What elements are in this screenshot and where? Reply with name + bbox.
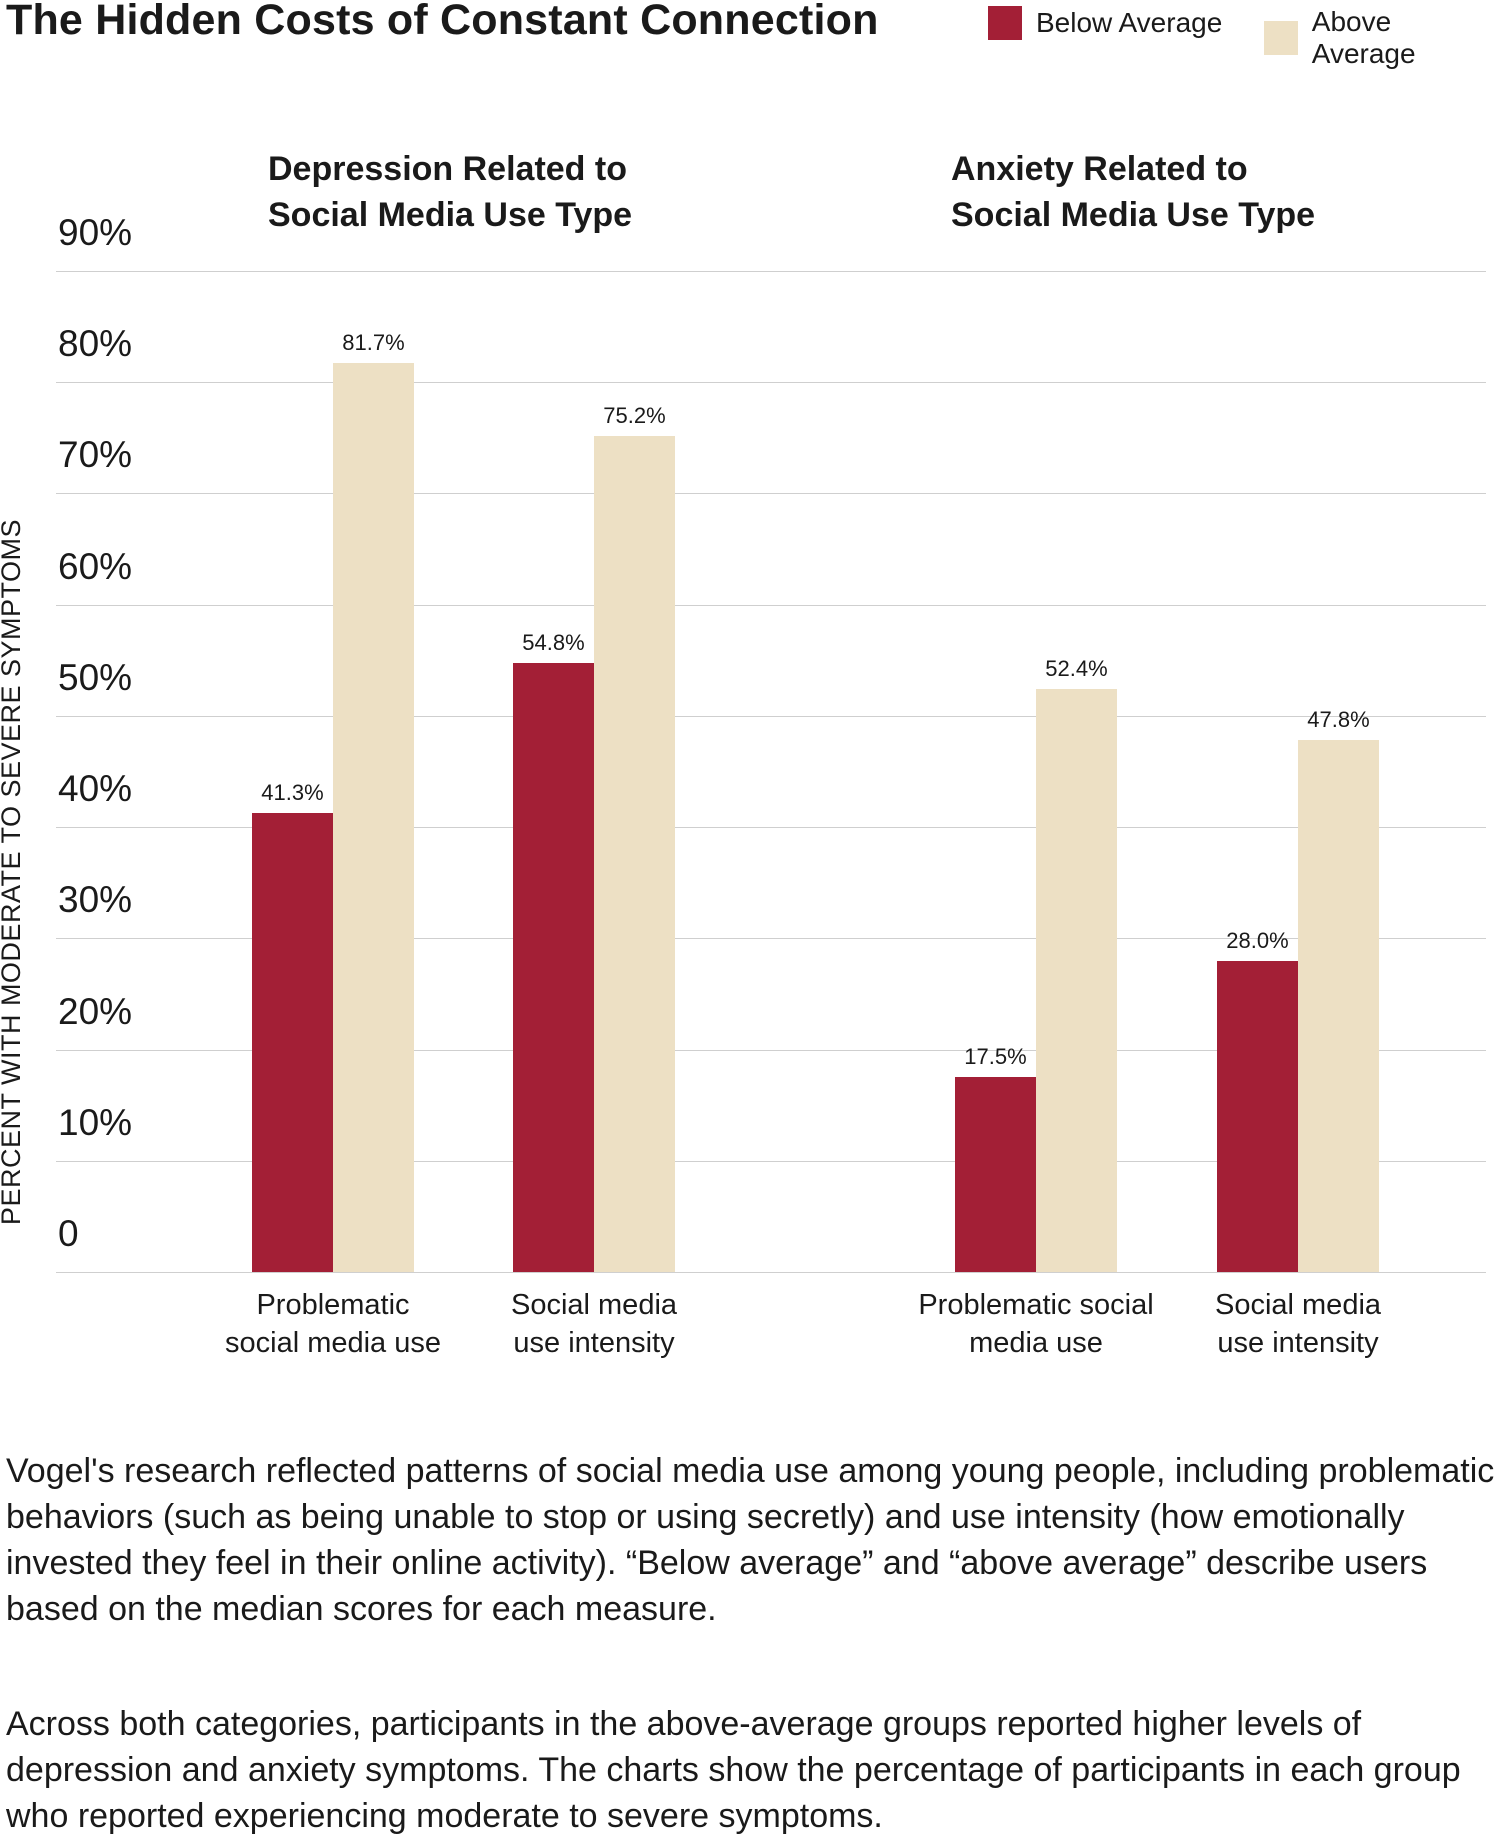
gridline <box>56 1272 1486 1273</box>
y-tick-label: 10% <box>58 1101 133 1143</box>
bar-value-label: 54.8% <box>522 629 585 655</box>
anxiety-title-line2: Social Media Use Type <box>951 196 1316 234</box>
gridline <box>56 493 1486 495</box>
y-tick-label: 90% <box>58 212 133 253</box>
category-label-line2: use intensity <box>1217 1327 1379 1359</box>
y-tick-label: 0 <box>58 1213 79 1254</box>
gridline <box>56 604 1486 606</box>
legend-below: Below Average <box>988 6 1222 40</box>
category-label: Social media use intensity <box>1158 1286 1438 1362</box>
bar-depression-above-1 <box>594 435 675 1272</box>
gridline <box>56 938 1486 940</box>
y-tick-label: 30% <box>58 879 133 921</box>
bar-depression-above-0 <box>333 363 414 1272</box>
bar-depression-below-1 <box>513 662 594 1272</box>
y-tick-label: 80% <box>58 323 133 365</box>
depression-title-line1: Depression Related to <box>268 150 627 188</box>
bar-anxiety-above-1 <box>1298 740 1379 1272</box>
y-axis-label: PERCENT WITH MODERATE TO SEVERE SYMPTOMS <box>0 518 26 1226</box>
gridline <box>56 1049 1486 1051</box>
anxiety-title-line1: Anxiety Related to <box>951 150 1248 188</box>
bar-value-label: 17.5% <box>964 1044 1027 1070</box>
gridline <box>56 271 1486 272</box>
legend-above: Above Average <box>1264 6 1500 70</box>
category-label-line1: Problematic <box>256 1289 410 1321</box>
depression-panel-title: Depression Related to Social Media Use T… <box>268 146 632 238</box>
y-tick-label: 20% <box>58 990 133 1032</box>
category-label-line1: Social media <box>1214 1289 1382 1321</box>
note-paragraph-2: Across both categories, participants in … <box>6 1705 1461 1835</box>
category-label-line1: Social media <box>510 1289 678 1321</box>
legend-above-swatch <box>1264 21 1298 55</box>
category-label: Problematic social media use <box>193 1286 473 1362</box>
category-label-line2: use intensity <box>513 1327 675 1359</box>
bar-value-label: 28.0% <box>1226 927 1289 953</box>
legend-below-label: Below Average <box>1036 7 1223 38</box>
category-label-line2: media use <box>969 1327 1103 1359</box>
bar-value-label: 41.3% <box>261 779 324 805</box>
category-label-line1: Problematic social <box>918 1289 1154 1321</box>
gridline <box>56 1160 1486 1162</box>
category-label: Social media use intensity <box>454 1286 734 1362</box>
note-paragraph-1: Vogel's research reflected patterns of s… <box>6 1452 1495 1628</box>
bar-depression-below-0 <box>252 812 333 1272</box>
bar-value-label: 47.8% <box>1307 707 1370 733</box>
bar-value-label: 52.4% <box>1045 656 1108 682</box>
chart-title: The Hidden Costs of Constant Connection <box>6 0 879 44</box>
depression-title-line2: Social Media Use Type <box>268 196 633 234</box>
bar-anxiety-below-1 <box>1217 960 1298 1272</box>
anxiety-panel-title: Anxiety Related to Social Media Use Type <box>951 146 1315 238</box>
bar-anxiety-below-0 <box>955 1077 1036 1272</box>
bar-value-label: 75.2% <box>603 402 666 428</box>
y-tick-label: 60% <box>58 545 133 587</box>
legend-below-swatch <box>988 6 1022 40</box>
category-label: Problematic social media use <box>896 1286 1176 1362</box>
bar-anxiety-above-0 <box>1036 689 1117 1272</box>
bar-value-label: 81.7% <box>342 330 405 356</box>
gridline <box>56 827 1486 829</box>
y-tick-label: 50% <box>58 656 133 698</box>
y-tick-label: 40% <box>58 768 133 810</box>
gridline <box>56 382 1486 384</box>
legend-above-label: Above Average <box>1311 6 1416 69</box>
gridline <box>56 715 1486 717</box>
y-tick-label: 70% <box>58 434 133 476</box>
category-label-line2: social media use <box>225 1327 441 1359</box>
